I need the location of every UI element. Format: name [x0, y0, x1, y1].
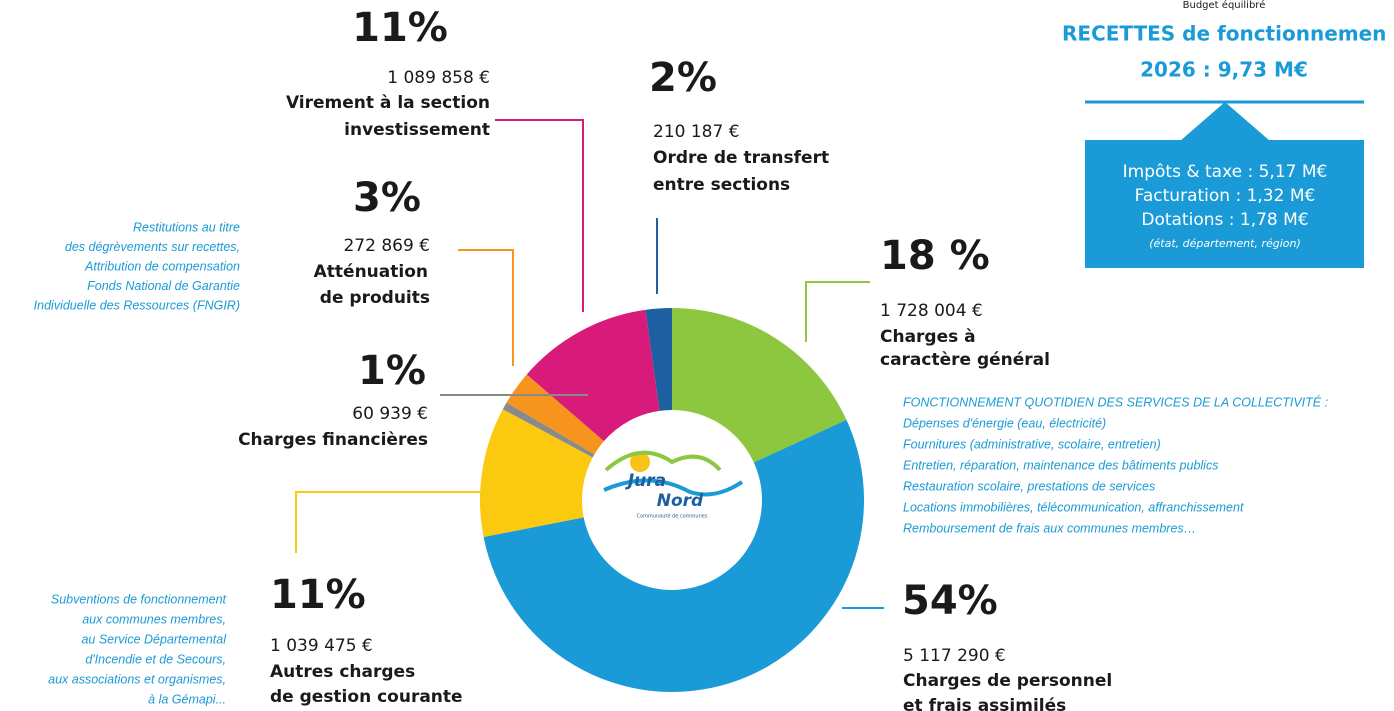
- logo-sun: [630, 452, 650, 472]
- recettes-item: Dotations : 1,78 M€: [1141, 210, 1308, 230]
- recettes-box: [1085, 140, 1364, 268]
- category-label: Charges de personnel: [903, 671, 1112, 691]
- category-label: Virement à la section: [286, 93, 490, 113]
- note-line: Entretien, réparation, maintenance des b…: [903, 458, 1218, 472]
- percent-label: 54%: [902, 578, 998, 624]
- logo-text: Jura: [625, 471, 666, 491]
- percent-label: 2%: [649, 55, 717, 101]
- percent-label: 1%: [358, 348, 426, 394]
- recettes-subtitle: Budget équilibré: [1183, 0, 1266, 11]
- recettes: Budget équilibré RECETTES de fonctionnem…: [1062, 0, 1386, 268]
- note-line: Dépenses d'énergie (eau, électricité): [903, 416, 1106, 430]
- percent-label: 3%: [353, 175, 421, 221]
- logo: Jura Nord Communauté de communes: [603, 450, 744, 520]
- slice: [672, 308, 847, 463]
- note-line: des dégrèvements sur recettes,: [65, 240, 240, 254]
- amount-label: 1 089 858 €: [387, 68, 490, 88]
- category-label: Atténuation: [314, 262, 428, 282]
- recettes-title: RECETTES de fonctionnemen: [1062, 22, 1386, 46]
- note-line: Attribution de compensation: [84, 259, 240, 273]
- logo-wave: [603, 478, 744, 497]
- donut: [480, 308, 864, 692]
- note-line: Restitutions au titre: [133, 220, 240, 234]
- category-label: Charges à: [880, 327, 976, 347]
- percent-label: 18 %: [880, 233, 990, 279]
- category-label: entre sections: [653, 175, 790, 195]
- note-line: Fonds National de Garantie: [87, 279, 240, 293]
- note-line: Restauration scolaire, prestations de se…: [903, 479, 1155, 493]
- amount-label: 5 117 290 €: [903, 646, 1006, 666]
- category-label: Autres charges: [270, 662, 415, 682]
- category-label: et frais assimilés: [903, 696, 1066, 711]
- recettes-item: Impôts & taxe : 5,17 M€: [1123, 162, 1328, 182]
- slice: [502, 402, 595, 458]
- slice: [483, 419, 864, 692]
- percent-label: 11%: [352, 5, 448, 51]
- recettes-note: (état, département, région): [1149, 237, 1301, 250]
- amount-label: 210 187 €: [653, 122, 740, 142]
- connector: [805, 281, 870, 342]
- note-line: Fournitures (administrative, scolaire, e…: [903, 437, 1161, 451]
- category-label: de gestion courante: [270, 687, 463, 707]
- percent-label: 11%: [270, 572, 366, 618]
- connector: [295, 491, 482, 553]
- labels: 11% 1 089 858 € Virement à la section in…: [238, 5, 1112, 711]
- note-line: Remboursement de frais aux communes memb…: [903, 521, 1196, 535]
- amount-label: 272 869 €: [343, 236, 430, 256]
- pointer: [1180, 102, 1270, 141]
- note-line: d'Incendie et de Secours,: [85, 652, 226, 666]
- amount-label: 1 039 475 €: [270, 636, 373, 656]
- connector: [458, 249, 514, 366]
- recettes-item: Facturation : 1,32 M€: [1135, 186, 1316, 206]
- amount-label: 1 728 004 €: [880, 301, 983, 321]
- note-line: Subventions de fonctionnement: [51, 592, 227, 606]
- recettes-total: 2026 : 9,73 M€: [1140, 58, 1308, 82]
- note-line: au Service Départemental: [81, 632, 227, 646]
- note-line: FONCTIONNEMENT QUOTIDIEN DES SERVICES DE…: [903, 394, 1328, 409]
- notes: FONCTIONNEMENT QUOTIDIEN DES SERVICES DE…: [34, 220, 1328, 706]
- category-label: Ordre de transfert: [653, 148, 829, 168]
- amount-label: 60 939 €: [352, 404, 428, 424]
- category-label: de produits: [320, 288, 430, 308]
- connectors: [295, 119, 884, 609]
- slice: [645, 308, 672, 411]
- logo-hill: [604, 450, 722, 472]
- note-line: à la Gémapi...: [148, 692, 226, 706]
- category-label: caractère général: [880, 350, 1050, 370]
- slice: [480, 409, 593, 537]
- note-line: Individuelle des Ressources (FNGIR): [34, 298, 240, 312]
- logo-subtitle: Communauté de communes: [637, 513, 708, 520]
- category-label: investissement: [344, 120, 490, 140]
- connector: [495, 119, 584, 312]
- note-line: aux communes membres,: [82, 612, 226, 626]
- slice: [526, 309, 660, 442]
- note-line: aux associations et organismes,: [48, 672, 226, 686]
- logo-text: Nord: [657, 491, 704, 511]
- note-line: Locations immobilières, télécommunicatio…: [903, 500, 1244, 514]
- category-label: Charges financières: [238, 430, 428, 450]
